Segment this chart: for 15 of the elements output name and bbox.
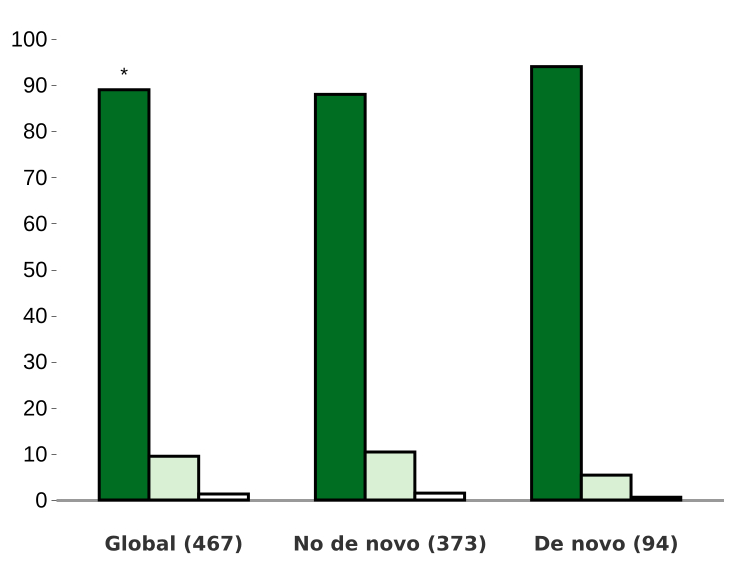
y-tick-label: 80	[23, 118, 48, 144]
y-tick-label: 60	[23, 210, 48, 236]
y-tick-label: 50	[23, 257, 48, 282]
y-tick-label: 100	[10, 26, 48, 52]
y-tick-label: 0	[35, 488, 48, 512]
y-tick-label: 10	[23, 441, 48, 466]
y-tick-label: 20	[23, 395, 48, 420]
x-tick-label: De novo (94)	[534, 532, 679, 556]
x-tick-label: Global (467)	[104, 532, 244, 556]
y-tick-label: 40	[23, 303, 48, 328]
annotation: *	[120, 64, 128, 87]
x-tick-label: No de novo (373)	[292, 532, 488, 556]
y-tick-label: 90	[23, 72, 48, 98]
y-tick-label: 30	[23, 349, 48, 374]
y-tick-label: 70	[23, 164, 48, 190]
